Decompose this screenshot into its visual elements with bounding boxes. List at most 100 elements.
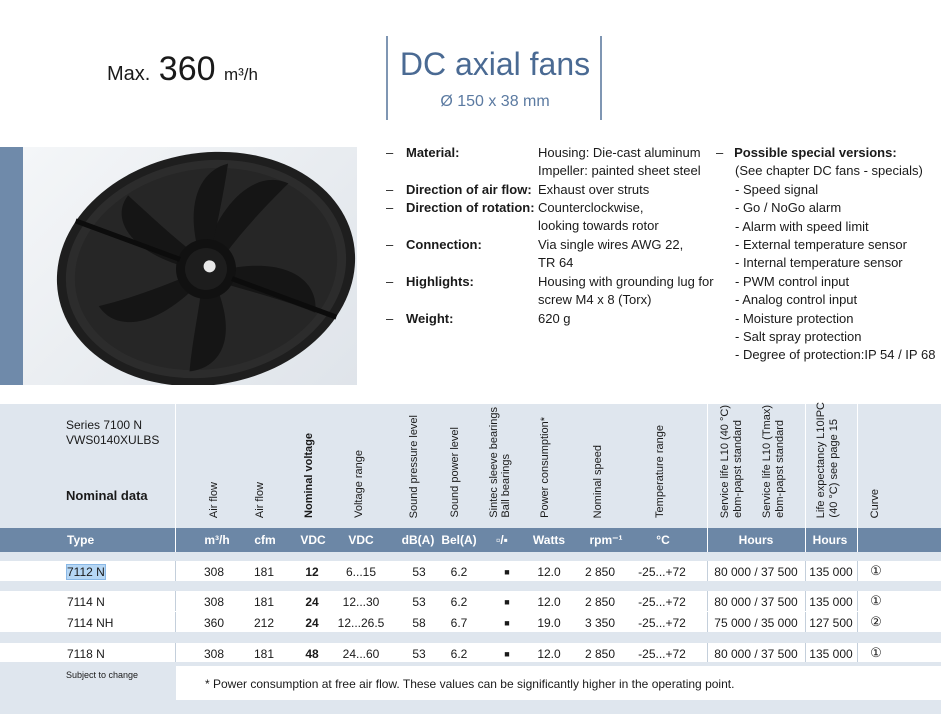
spec-value: looking towards rotor <box>538 218 659 234</box>
units-row: Type m³/h cfm VDC VDC dB(A) Bel(A) ▫/▪ W… <box>0 528 941 552</box>
col-life3-a: Life expectancy L10IPC <box>815 401 827 518</box>
cell-divider <box>175 612 176 632</box>
cell-voltage-range: 12...30 <box>342 595 380 609</box>
cell-life-expectancy: 135 000 <box>809 647 853 661</box>
max-unit: m³/h <box>223 65 258 84</box>
spec-value: 620 g <box>538 311 571 326</box>
cell-divider <box>805 591 806 611</box>
cell-curve: ① <box>870 593 882 608</box>
col-life1-b: ebm-papst standard <box>732 420 744 518</box>
spec-value: screw M4 x 8 (Torx) <box>538 292 652 308</box>
spec-value: Counterclockwise, <box>538 200 644 215</box>
cell-divider <box>857 591 858 611</box>
unit-type: Type <box>67 533 95 547</box>
cell-m3h: 360 <box>203 616 225 630</box>
cell-divider <box>175 643 176 663</box>
cell-divider <box>805 561 806 581</box>
spec-label: Weight: <box>406 311 454 326</box>
col-life2-b: ebm-papst standard <box>774 420 786 518</box>
cell-type[interactable]: 7114 N <box>67 595 105 609</box>
spec-value: Via single wires AWG 22, <box>538 237 684 252</box>
col-bearings-ball: Ball bearings <box>500 454 512 518</box>
cell-curve: ② <box>870 614 882 629</box>
special-dash: – <box>716 145 724 160</box>
subject-to-change: Subject to change <box>66 670 139 680</box>
cell-cfm: 181 <box>253 647 275 661</box>
cell-divider <box>805 612 806 632</box>
cell-voltage-range: 6...15 <box>345 565 377 579</box>
spec-dash: – <box>386 200 394 215</box>
cell-service-life: 80 000 / 37 500 <box>714 595 798 609</box>
cell-divider <box>857 643 858 663</box>
cell-voltage-range: 24...60 <box>342 647 380 661</box>
col-voltage-range: Voltage range <box>353 450 365 518</box>
cell-service-life: 75 000 / 35 000 <box>714 616 798 630</box>
cell-watts: 12.0 <box>537 647 561 661</box>
series-name: Series 7100 N <box>66 418 143 432</box>
cell-watts: 19.0 <box>537 616 561 630</box>
cell-m3h: 308 <box>203 595 225 609</box>
max-value: 360 <box>158 50 216 88</box>
unit-bearing: ▫/▪ <box>496 533 508 547</box>
cell-dba: 53 <box>412 647 426 661</box>
spec-value: Impeller: painted sheet steel <box>538 163 701 179</box>
cell-rpm: 2 850 <box>584 565 616 579</box>
series-info: Series 7100 N VWS0140XULBS <box>66 418 159 448</box>
spec-dash: – <box>386 311 394 326</box>
cell-bearing: ■ <box>504 618 510 628</box>
special-versions: – Possible special versions: (See chapte… <box>716 144 935 365</box>
cell-rpm: 2 850 <box>584 647 616 661</box>
cell-cfm: 181 <box>253 595 275 609</box>
col-air-flow-cfm: Air flow <box>254 481 266 518</box>
cell-m3h: 308 <box>203 647 225 661</box>
spec-label: Highlights: <box>406 274 474 289</box>
col-life3-b: (40 °C) see page 15 <box>828 419 840 518</box>
special-item: - Go / NoGo alarm <box>735 200 842 216</box>
cell-divider <box>175 561 176 581</box>
unit-vdc-range: VDC <box>348 533 374 547</box>
fan-illustration <box>56 151 356 385</box>
spec-value: Housing: Die-cast aluminum <box>538 145 701 160</box>
unit-cfm: cfm <box>254 533 276 547</box>
cell-type[interactable]: 7114 NH <box>67 616 114 630</box>
cell-type[interactable]: 7112 N <box>66 564 106 580</box>
col-life2-a: Service life L10 (Tmax) <box>761 404 773 518</box>
spec-value: Exhaust over struts <box>538 182 650 197</box>
cell-voltage-range: 12...26.5 <box>337 616 385 630</box>
unit-hours-life: Hours <box>738 533 774 547</box>
cell-divider <box>857 612 858 632</box>
cell-life-expectancy: 135 000 <box>809 595 853 609</box>
col-bearings-sleeve: Sintec sleeve bearings <box>488 407 500 518</box>
row-gap <box>0 552 941 561</box>
table-row: 7112 N 308 181 12 6...15 53 6.2 ■ 12.0 2 850 -25..… <box>0 561 941 581</box>
col-sound-power: Sound power level <box>449 427 461 518</box>
col-nominal-voltage: Nominal voltage <box>303 433 315 518</box>
title-divider-left <box>386 36 388 120</box>
col-power: Power consumption* <box>539 417 551 518</box>
special-item: - Moisture protection <box>735 310 854 326</box>
cell-dba: 53 <box>412 565 426 579</box>
unit-m3h: m³/h <box>204 533 230 547</box>
unit-watts: Watts <box>532 533 566 547</box>
spec-dash: – <box>386 274 394 289</box>
cell-divider <box>707 612 708 632</box>
special-subtitle: (See chapter DC fans - specials) <box>735 163 923 179</box>
col-divider <box>707 404 708 552</box>
cell-rpm: 3 350 <box>584 616 616 630</box>
product-dimensions: Ø 150 x 38 mm <box>440 93 550 110</box>
cell-vdc: 24 <box>305 595 319 609</box>
cell-temp: -25...+72 <box>638 595 686 609</box>
special-items: - Speed signal - Go / NoGo alarm - Alarm w… <box>716 181 935 365</box>
col-sound-pressure: Sound pressure level <box>408 414 420 518</box>
nominal-data-table: Series 7100 N VWS0140XULBS Nominal data … <box>0 401 941 714</box>
special-item: - External temperature sensor <box>735 237 907 253</box>
row-gap <box>0 581 941 591</box>
special-item: - Internal temperature sensor <box>735 255 903 271</box>
cell-dba: 53 <box>412 595 426 609</box>
spec-label: Connection: <box>406 237 482 252</box>
cell-bearing: ■ <box>504 567 510 577</box>
cell-bearing: ■ <box>504 597 510 607</box>
special-item: - Analog control input <box>735 292 858 308</box>
page-title: DC axial fans <box>399 46 591 82</box>
cell-type[interactable]: 7118 N <box>67 647 105 661</box>
